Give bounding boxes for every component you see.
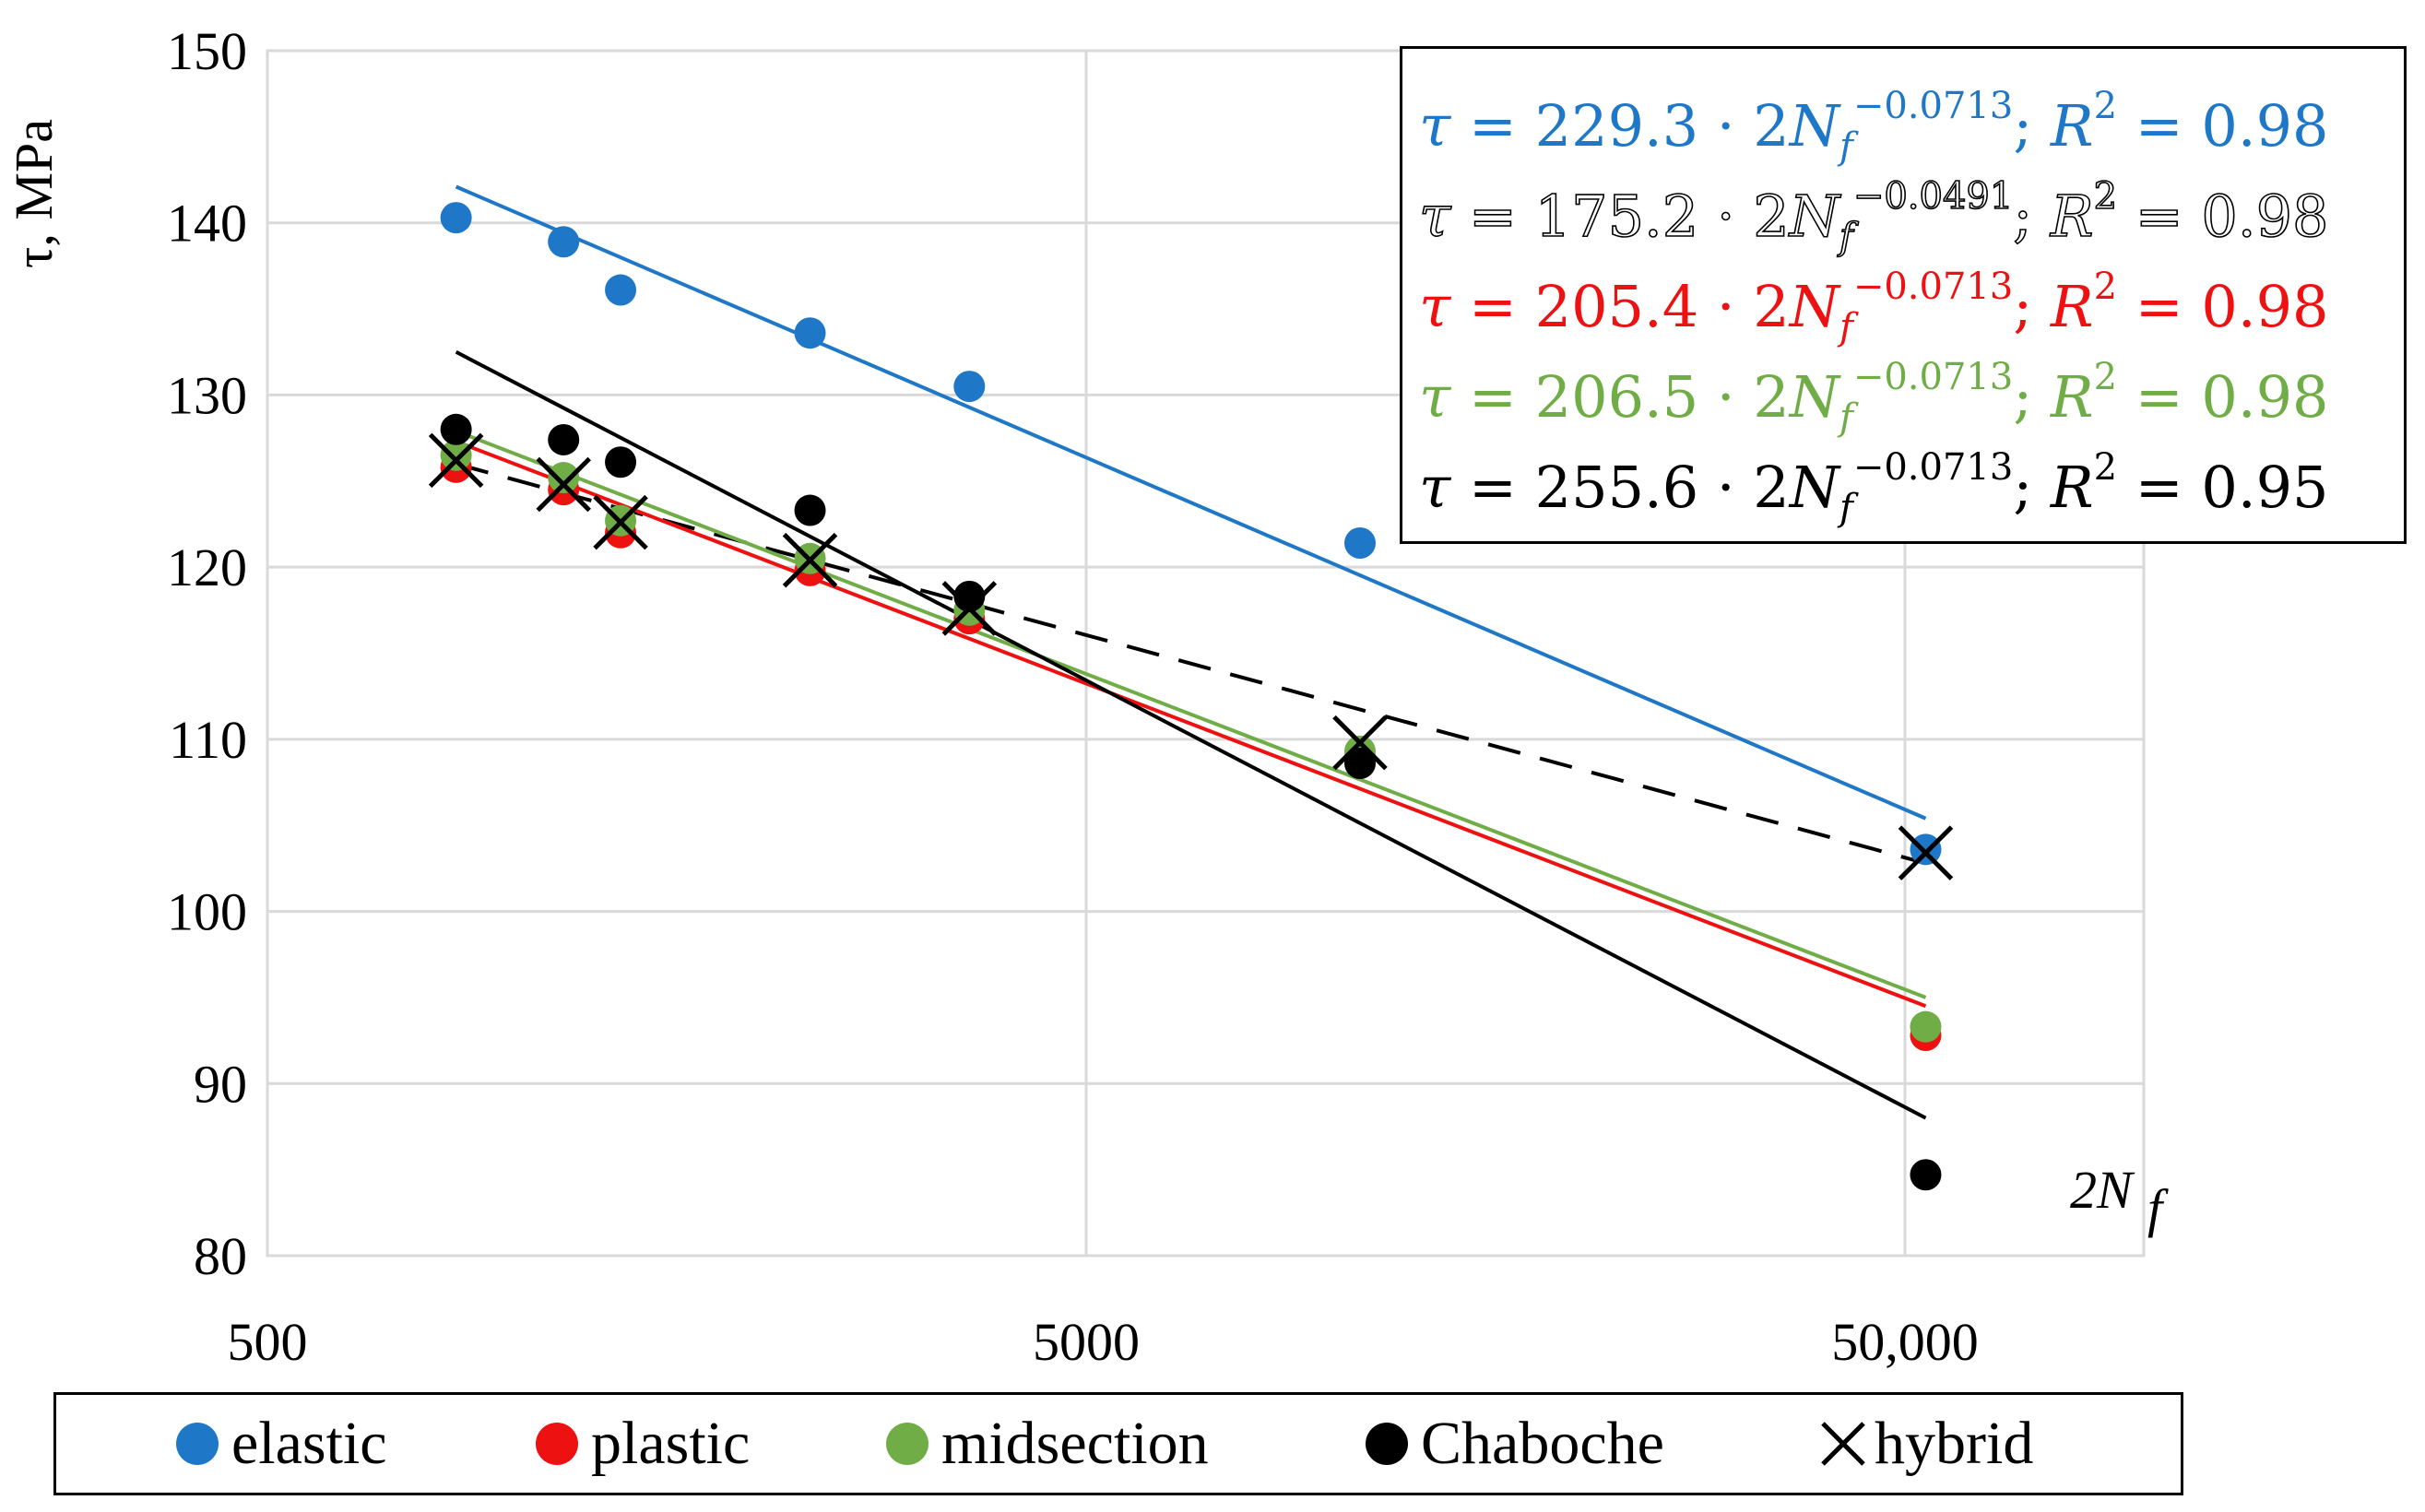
trendline-midsection bbox=[455, 429, 1927, 999]
point-hybrid bbox=[782, 532, 838, 588]
svg-text:2N: 2N bbox=[2070, 1160, 2135, 1220]
point-elastic bbox=[440, 202, 472, 234]
point-elastic bbox=[1910, 833, 1942, 866]
y-tick-label: 120 bbox=[167, 537, 247, 597]
trendlines bbox=[455, 184, 1927, 1120]
x-tick-labels: 500 5000 50,000 bbox=[228, 1312, 1979, 1372]
trend-equation: τ = 206.5 · 2Nf−0.0713; R2 = 0.98 bbox=[1419, 356, 2329, 439]
point-midsection bbox=[548, 462, 580, 494]
point-chaboche bbox=[794, 494, 826, 526]
trendline-chaboche bbox=[455, 349, 1927, 1120]
point-hybrid-stroke bbox=[593, 494, 648, 550]
y-tick-label: 100 bbox=[167, 882, 247, 942]
y-tick-label: 150 bbox=[167, 21, 247, 81]
legend-marker-hybrid bbox=[1821, 1422, 1865, 1466]
x-axis-label: 2N f bbox=[2070, 1160, 2169, 1238]
y-tick-label: 80 bbox=[194, 1226, 247, 1286]
svg-text:f: f bbox=[2147, 1178, 2169, 1238]
point-chaboche bbox=[953, 580, 986, 612]
legend: elastic plastic midsection Chaboche hybrid bbox=[53, 1392, 2183, 1495]
legend-label: midsection bbox=[941, 1410, 1209, 1477]
trend-equation: τ = 255.6 · 2Nf−0.0713; R2 = 0.95 bbox=[1419, 446, 2329, 529]
legend-item-elastic: elastic bbox=[176, 1395, 387, 1493]
point-hybrid-stroke bbox=[1898, 825, 1954, 880]
legend-label: Chaboche bbox=[1421, 1410, 1664, 1477]
point-midsection bbox=[440, 439, 472, 471]
legend-x-stroke bbox=[1821, 1422, 1865, 1466]
point-hybrid bbox=[1898, 825, 1954, 880]
point-chaboche bbox=[1910, 1159, 1942, 1191]
y-tick-label: 140 bbox=[167, 194, 247, 254]
trendline-elastic bbox=[455, 184, 1927, 821]
point-elastic bbox=[605, 274, 637, 306]
legend-item-midsection: midsection bbox=[886, 1395, 1209, 1493]
point-elastic bbox=[953, 371, 986, 403]
legend-label: elastic bbox=[231, 1410, 387, 1477]
legend-marker-plastic bbox=[536, 1423, 578, 1465]
point-hybrid-stroke bbox=[782, 532, 838, 588]
x-tick-label: 500 bbox=[228, 1312, 308, 1372]
point-hybrid-stroke bbox=[428, 432, 484, 489]
grid-lines bbox=[266, 49, 2146, 1258]
point-hybrid bbox=[941, 581, 998, 636]
data-points bbox=[428, 202, 1954, 1191]
point-elastic bbox=[548, 226, 580, 258]
trend-equation: τ = 205.4 · 2Nf−0.0713; R2 = 0.98 bbox=[1419, 266, 2329, 348]
legend-marker-elastic bbox=[176, 1423, 219, 1465]
point-hybrid bbox=[428, 432, 484, 489]
legend-item-hybrid: hybrid bbox=[1817, 1395, 2033, 1493]
legend-item-chaboche: Chaboche bbox=[1366, 1395, 1664, 1493]
point-chaboche bbox=[440, 413, 472, 445]
y-axis-label: τ, MPa bbox=[4, 119, 64, 268]
point-hybrid bbox=[1332, 715, 1388, 771]
point-chaboche bbox=[548, 423, 580, 455]
x-tick-label: 50,000 bbox=[1831, 1312, 1979, 1372]
y-tick-label: 130 bbox=[167, 365, 247, 425]
point-hybrid-stroke bbox=[941, 581, 998, 636]
trend-equation: τ = 175.2 · 2Nf−0.0491; R2 = 0.98 bbox=[1418, 175, 2329, 258]
point-elastic bbox=[794, 317, 826, 349]
legend-label: plastic bbox=[591, 1410, 751, 1477]
y-tick-labels: 80 90 100 110 120 130 140 150 bbox=[167, 21, 247, 1286]
point-hybrid-stroke bbox=[536, 456, 591, 513]
legend-label: hybrid bbox=[1875, 1410, 2034, 1477]
y-tick-label: 110 bbox=[169, 710, 247, 770]
point-chaboche bbox=[1343, 747, 1376, 779]
legend-marker-midsection bbox=[886, 1423, 929, 1465]
x-tick-label: 5000 bbox=[1033, 1312, 1140, 1372]
point-hybrid bbox=[593, 494, 648, 550]
trend-equation: τ = 229.3 · 2Nf−0.0713; R2 = 0.98 bbox=[1419, 85, 2329, 168]
legend-item-plastic: plastic bbox=[536, 1395, 750, 1493]
trendline-hybrid bbox=[455, 462, 1926, 866]
point-chaboche bbox=[605, 446, 637, 478]
equation-box: τ = 229.3 · 2Nf−0.0713; R2 = 0.98 τ = 175… bbox=[1400, 46, 2407, 544]
point-hybrid bbox=[536, 456, 591, 513]
point-elastic bbox=[1343, 527, 1376, 560]
point-hybrid-stroke bbox=[1332, 715, 1388, 771]
y-tick-label: 90 bbox=[194, 1054, 247, 1114]
trendline-plastic bbox=[455, 439, 1927, 1009]
legend-marker-chaboche bbox=[1366, 1423, 1408, 1465]
point-midsection bbox=[1910, 1010, 1942, 1043]
